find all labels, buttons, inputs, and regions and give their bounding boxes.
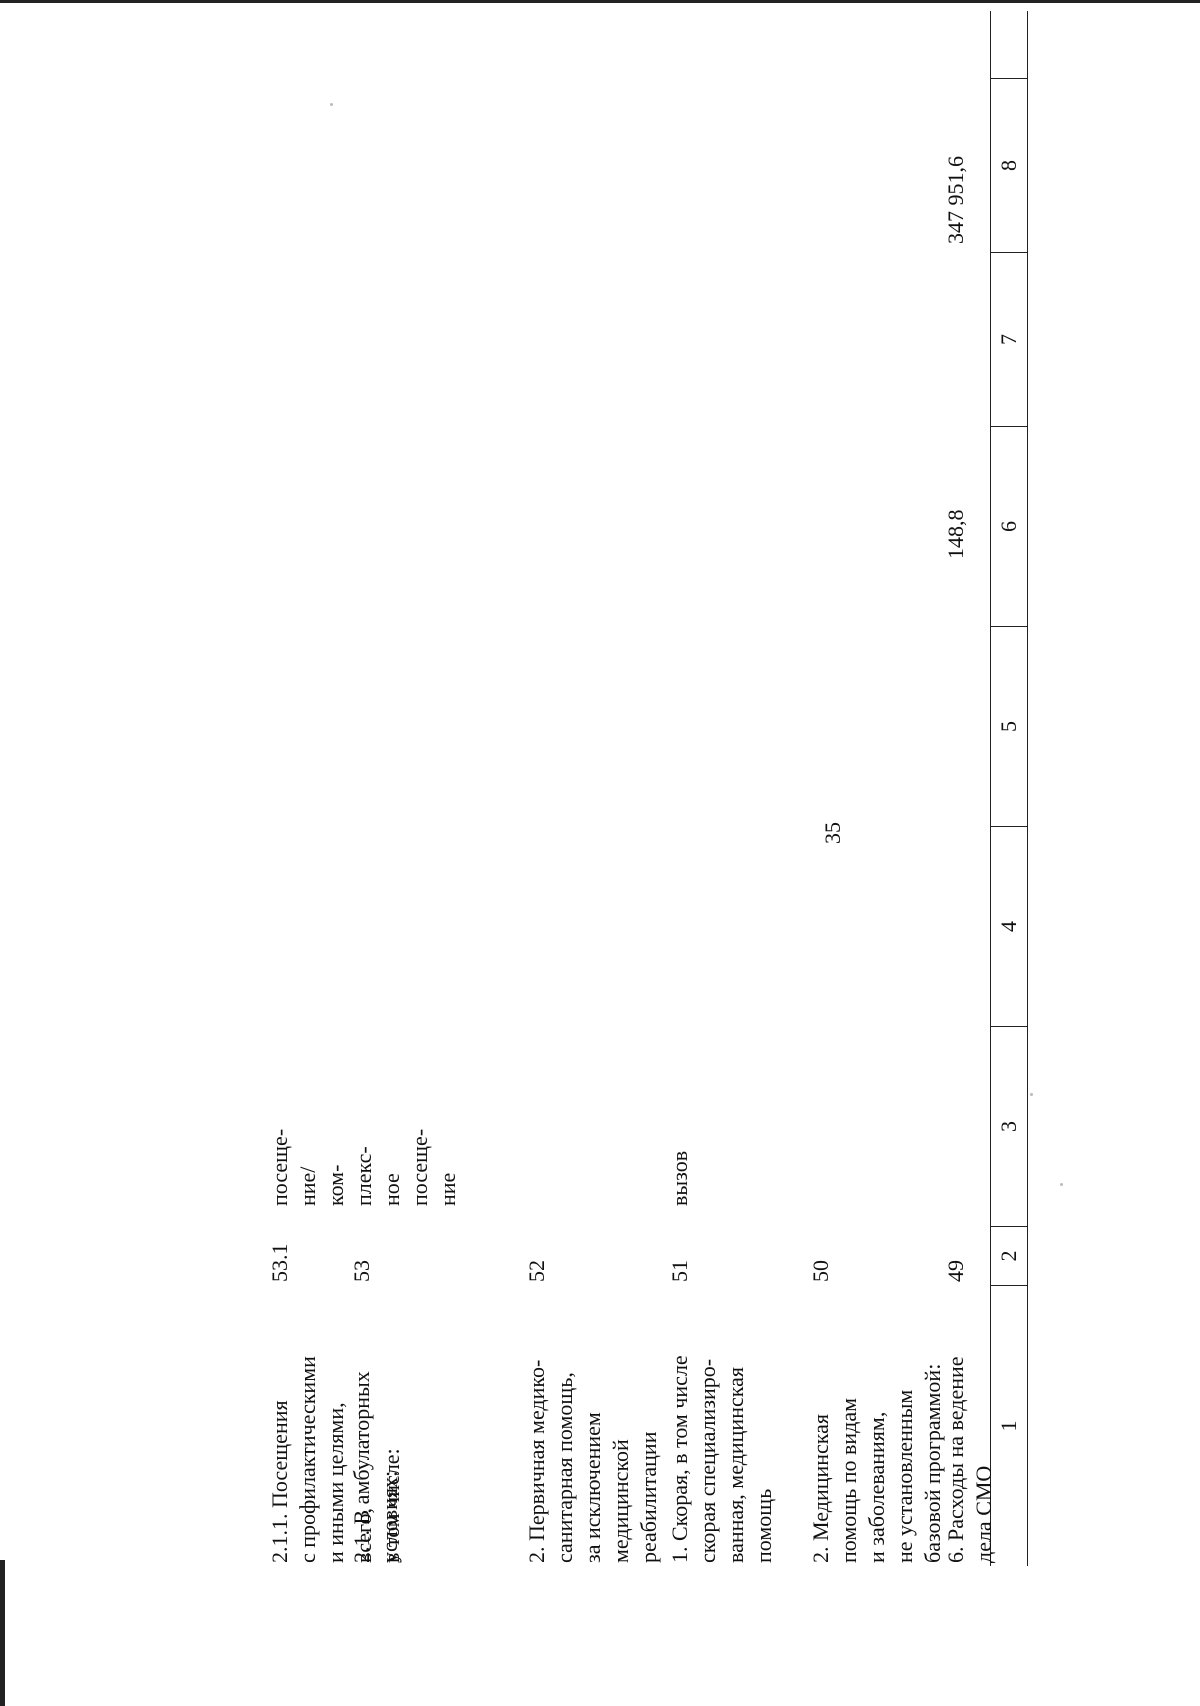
row-name-cell: 1. Скорая, в том числе скорая специализи… xyxy=(667,1355,776,1563)
page-number: 35 xyxy=(820,822,845,844)
row-name-cell: 6. Расходы на ведение дела СМО xyxy=(943,1356,996,1563)
row-unit-cell: посеще- ние/ ком- плекс- ное посеще- ние xyxy=(267,1128,460,1206)
row-name-cell: 2.1.1. Посещения с профилактическими и и… xyxy=(267,1356,404,1563)
row-number-cell: 51 xyxy=(667,1260,692,1282)
column-header-5: 5 xyxy=(991,627,1027,827)
row-name-cell: 2. Медицинская помощь по видам и заболев… xyxy=(808,1363,945,1563)
column-header-7: 7 xyxy=(991,253,1027,427)
column-header-3: 3 xyxy=(991,1027,1027,1227)
scan-speck xyxy=(330,103,333,106)
scan-speck xyxy=(1030,1093,1033,1096)
column-header-6: 6 xyxy=(991,427,1027,627)
row-number-cell: 52 xyxy=(524,1260,549,1282)
row-number-cell: 53.1 xyxy=(267,1243,292,1283)
row-number-cell: 53 xyxy=(349,1260,374,1282)
scan-edge-left xyxy=(0,1560,5,1706)
row-number-cell: 49 xyxy=(943,1260,968,1282)
column-header-4: 4 xyxy=(991,827,1027,1027)
row-name-cell: 2. Первичная медико- санитарная помощь, … xyxy=(524,1359,661,1563)
row-value-col7: 148,8 xyxy=(943,509,968,560)
row-value-col9: 347 951,6 xyxy=(943,156,968,244)
column-header-8: 8 xyxy=(991,79,1027,253)
scan-speck xyxy=(1060,1183,1063,1186)
row-unit-cell: вызов xyxy=(667,1150,692,1206)
column-header-2: 2 xyxy=(991,1227,1027,1286)
row-number-cell: 50 xyxy=(808,1260,833,1282)
column-header-9: 9 xyxy=(991,0,1027,79)
scan-edge-top xyxy=(0,0,1200,3)
